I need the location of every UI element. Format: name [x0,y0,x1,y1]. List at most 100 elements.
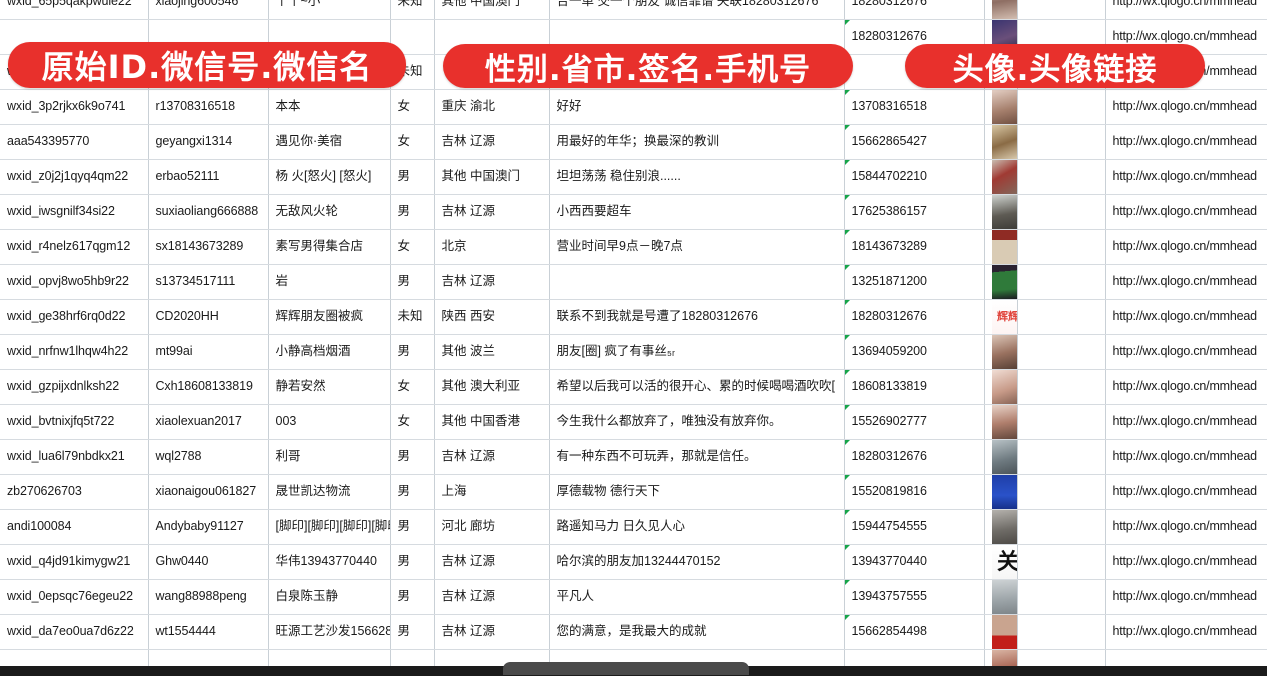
cell-wx_id[interactable]: Ghw0440 [148,544,269,580]
cell-wx_name[interactable]: 丫丫~小 [268,0,391,20]
avatar-spacer-cell[interactable] [1017,299,1106,335]
cell-signature[interactable]: 合一单 交一个朋友 诚信靠谱 失联18280312676 [549,0,845,20]
cell-phone[interactable]: 15662865427 [844,124,985,160]
cell-gender[interactable]: 女 [390,404,435,440]
scrollbar-thumb[interactable] [503,662,749,675]
avatar-spacer-cell[interactable] [1017,194,1106,230]
cell-avatar_url[interactable]: http://wx.qlogo.cn/mmhead [1105,404,1267,440]
cell-phone[interactable]: 18143673289 [844,229,985,265]
cell-gender[interactable]: 男 [390,264,435,300]
cell-orig_id[interactable]: wxid_z0j2j1qyq4qm22 [0,159,149,195]
table-row[interactable]: wxid_q4jd91kimygw21 Ghw0440 华伟13943770440 男… [0,544,1267,580]
table-row[interactable]: zb270626703 xiaonaigou061827 晟世凯达物流男上海 厚德载物… [0,474,1267,510]
cell-wx_name[interactable]: [脚印][脚印][脚印][脚印 [268,509,391,545]
cell-gender[interactable]: 男 [390,579,435,615]
avatar-cell[interactable] [984,229,1018,265]
cell-wx_id[interactable]: wang88988peng [148,579,269,615]
avatar-cell[interactable] [984,0,1018,20]
cell-region[interactable]: 吉林 辽源 [434,194,550,230]
avatar-cell[interactable]: 辉辉 [984,299,1018,335]
avatar-cell[interactable] [984,509,1018,545]
avatar-cell[interactable] [984,579,1018,615]
cell-signature[interactable]: 用最好的年华；换最深的教训 [549,124,845,160]
cell-avatar_url[interactable]: http://wx.qlogo.cn/mmhead [1105,0,1267,20]
cell-wx_name[interactable]: 本本 [268,89,391,125]
avatar-cell[interactable] [984,369,1018,405]
avatar-cell[interactable] [984,89,1018,125]
avatar-cell[interactable] [984,264,1018,300]
cell-wx_name[interactable]: 遇见你·美宿 [268,124,391,160]
cell-phone[interactable]: 17625386157 [844,194,985,230]
cell-avatar_url[interactable]: http://wx.qlogo.cn/mmhead [1105,229,1267,265]
cell-gender[interactable]: 男 [390,474,435,510]
cell-gender[interactable]: 男 [390,509,435,545]
cell-gender[interactable]: 男 [390,544,435,580]
cell-wx_name[interactable]: 杨 火[怒火] [怒火] [268,159,391,195]
cell-phone[interactable]: 15520819816 [844,474,985,510]
cell-signature[interactable]: 希望以后我可以活的很开心、累的时候喝喝酒吹吹[ [549,369,845,405]
cell-phone[interactable]: 15526902777 [844,404,985,440]
cell-signature[interactable]: 厚德载物 德行天下 [549,474,845,510]
table-row[interactable]: wxid_ge38hrf6rq0d22 CD2020HH 辉辉朋友圈被疯 未知 陕西 西… [0,299,1267,335]
cell-region[interactable]: 吉林 辽源 [434,124,550,160]
cell-wx_id[interactable]: mt99ai [148,334,269,370]
avatar-spacer-cell[interactable] [1017,579,1106,615]
table-row[interactable]: wxid_gzpijxdnlksh22 Cxh18608133819 静若安然女其他… [0,369,1267,405]
cell-wx_id[interactable]: erbao52111 [148,159,269,195]
cell-avatar_url[interactable]: http://wx.qlogo.cn/mmhead [1105,124,1267,160]
cell-region[interactable]: 吉林 辽源 [434,544,550,580]
avatar-spacer-cell[interactable] [1017,124,1106,160]
cell-region[interactable]: 北京 [434,229,550,265]
cell-signature[interactable] [549,264,845,300]
cell-signature[interactable]: 平凡人 [549,579,845,615]
cell-gender[interactable]: 男 [390,334,435,370]
table-row[interactable]: andi100084 Andybaby91127 [脚印][脚印][脚印][脚印男河… [0,509,1267,545]
avatar-spacer-cell[interactable] [1017,334,1106,370]
cell-signature[interactable]: 好好 [549,89,845,125]
cell-wx_id[interactable]: xiaojing600546 [148,0,269,20]
cell-phone[interactable]: 15944754555 [844,509,985,545]
cell-region[interactable]: 吉林 辽源 [434,264,550,300]
cell-wx_id[interactable]: wt1554444 [148,614,269,650]
cell-region[interactable]: 上海 [434,474,550,510]
cell-orig_id[interactable]: wxid_nrfnw1lhqw4h22 [0,334,149,370]
avatar-cell[interactable] [984,614,1018,650]
cell-phone[interactable]: 15662854498 [844,614,985,650]
avatar-spacer-cell[interactable] [1017,404,1106,440]
avatar-cell[interactable] [984,404,1018,440]
avatar-spacer-cell[interactable] [1017,89,1106,125]
cell-wx_name[interactable]: 旺源工艺沙发15662854 [268,614,391,650]
cell-wx_name[interactable] [268,649,391,668]
cell-signature[interactable]: 您的满意，是我最大的成就 [549,614,845,650]
cell-wx_name[interactable]: 晟世凯达物流 [268,474,391,510]
cell-region[interactable]: 其他 中国香港 [434,404,550,440]
table-row[interactable]: wxid_opvj8wo5hb9r22 s13734517111 岩男吉林 辽源 13… [0,264,1267,300]
table-row[interactable]: wxid_z0j2j1qyq4qm22 erbao52111 杨 火[怒火] [怒火… [0,159,1267,195]
cell-wx_name[interactable]: 利哥 [268,439,391,475]
avatar-spacer-cell[interactable] [1017,544,1106,580]
cell-orig_id[interactable]: wxid_65p5qakpwuie22 [0,0,149,20]
cell-orig_id[interactable]: zb270626703 [0,474,149,510]
avatar-spacer-cell[interactable] [1017,369,1106,405]
cell-orig_id[interactable]: wxid_3p2rjkx6k9o741 [0,89,149,125]
cell-signature[interactable]: 路遥知马力 日久见人心 [549,509,845,545]
cell-gender[interactable]: 男 [390,439,435,475]
avatar-cell[interactable] [984,649,1018,668]
avatar-cell[interactable]: 关 [984,544,1018,580]
cell-region[interactable]: 其他 澳大利亚 [434,369,550,405]
cell-orig_id[interactable]: wxid_gzpijxdnlksh22 [0,369,149,405]
cell-wx_id[interactable]: CD2020HH [148,299,269,335]
table-row[interactable]: wxid_r4nelz617qgm12 sx18143673289 素写男得集合店女… [0,229,1267,265]
cell-orig_id[interactable]: wxid_bvtnixjfq5t722 [0,404,149,440]
cell-avatar_url[interactable]: http://wx.qlogo.cn/mmhead [1105,544,1267,580]
cell-region[interactable]: 其他 波兰 [434,334,550,370]
cell-gender[interactable]: 女 [390,369,435,405]
cell-signature[interactable]: 今生我什么都放弃了，唯独没有放弃你。 [549,404,845,440]
cell-phone[interactable] [844,649,985,668]
cell-avatar_url[interactable]: http://wx.qlogo.cn/mmhead [1105,194,1267,230]
cell-wx_id[interactable] [148,649,269,668]
cell-avatar_url[interactable]: http://wx.qlogo.cn/mmhead [1105,614,1267,650]
avatar-spacer-cell[interactable] [1017,439,1106,475]
cell-orig_id[interactable]: andi100084 [0,509,149,545]
cell-wx_id[interactable]: r13708316518 [148,89,269,125]
